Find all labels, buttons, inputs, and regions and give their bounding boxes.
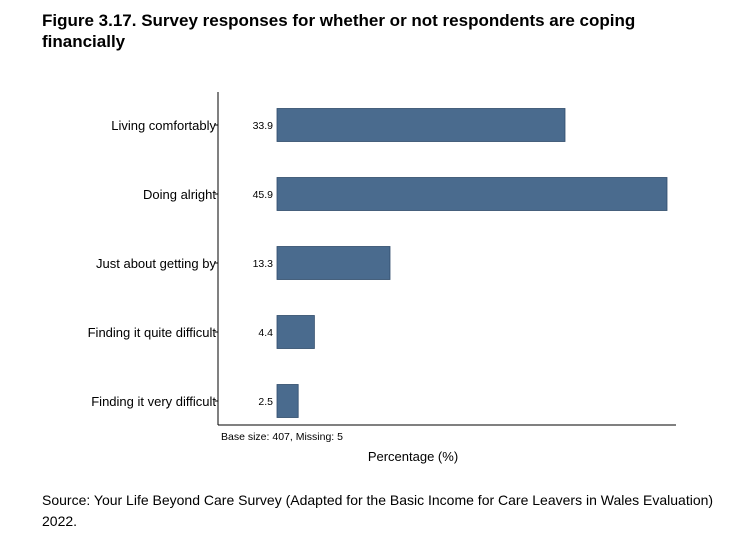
category-label: Just about getting by	[96, 256, 216, 271]
category-label: Living comfortably	[111, 118, 216, 133]
bar	[276, 177, 668, 211]
data-label: 4.4	[258, 327, 273, 339]
x-axis-label: Percentage (%)	[368, 449, 458, 464]
data-label: 13.3	[253, 258, 274, 270]
bar	[276, 315, 315, 349]
bar	[276, 246, 391, 280]
source-note: Source: Your Life Beyond Care Survey (Ad…	[42, 492, 714, 529]
data-label: 33.9	[253, 120, 274, 132]
category-label: Finding it very difficult	[91, 394, 216, 409]
category-label: Doing alright	[143, 187, 216, 202]
bar	[276, 384, 299, 418]
chart-title: Figure 3.17. Survey responses for whethe…	[42, 11, 636, 51]
bar-chart: Living comfortably 33.9 Doing alright 45.9 J…	[88, 92, 676, 464]
category-label: Finding it quite difficult	[88, 325, 217, 340]
data-label: 2.5	[258, 396, 273, 408]
data-label: 45.9	[253, 189, 274, 201]
base-size-note: Base size: 407, Missing: 5	[221, 431, 343, 443]
bar	[276, 108, 566, 142]
